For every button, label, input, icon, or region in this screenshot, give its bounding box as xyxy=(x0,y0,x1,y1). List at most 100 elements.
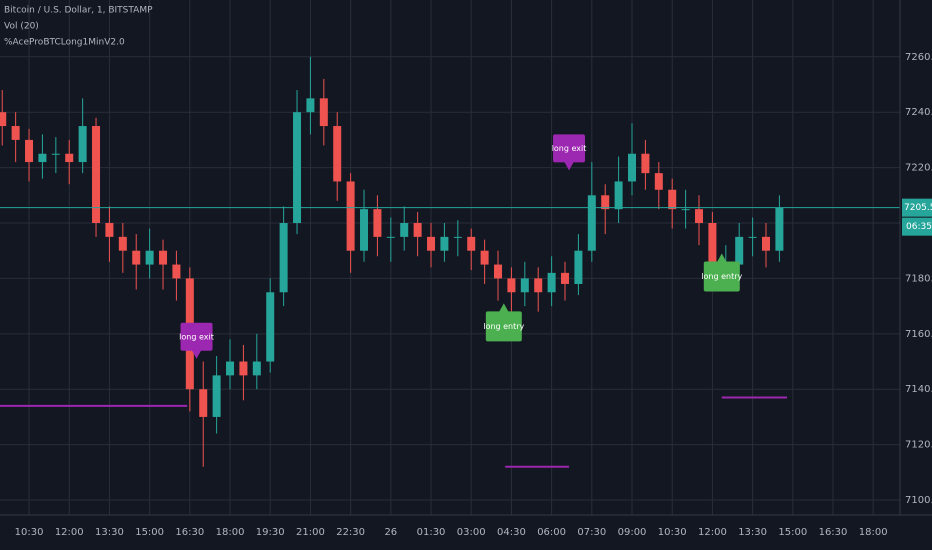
candle-body xyxy=(748,236,757,238)
x-tick-label: 16:30 xyxy=(819,527,848,538)
x-tick-label: 21:00 xyxy=(296,527,325,538)
candle-body xyxy=(641,153,650,174)
candle-body xyxy=(226,361,235,376)
x-tick-label: 07:30 xyxy=(577,527,606,538)
candle-body xyxy=(708,223,717,279)
candle-body xyxy=(132,250,141,265)
countdown-badge xyxy=(902,217,932,236)
candle-body xyxy=(386,236,395,238)
signal-box xyxy=(553,134,586,163)
candle-body xyxy=(480,250,489,265)
x-tick-label: 15:00 xyxy=(135,527,164,538)
candle-body xyxy=(762,236,771,251)
candle-body xyxy=(775,207,784,251)
candle-body xyxy=(494,264,503,279)
signal-pointer xyxy=(498,303,509,313)
signal-label: long entry xyxy=(483,322,524,331)
x-tick-label: 15:00 xyxy=(778,527,807,538)
candle-body xyxy=(520,278,529,293)
indicator-label: Vol (20) xyxy=(4,22,39,32)
y-tick-label: 7120.00 xyxy=(905,440,932,451)
x-tick-label: 19:30 xyxy=(256,527,285,538)
signal-label: long exit xyxy=(552,144,587,153)
candle-body xyxy=(239,361,248,376)
candle-body xyxy=(25,139,34,163)
candle-body xyxy=(333,126,342,182)
x-tick-label: 09:00 xyxy=(618,527,647,538)
candle-body xyxy=(38,153,47,163)
candle-body xyxy=(51,153,60,155)
signal-label: long entry xyxy=(701,272,742,281)
candle-body xyxy=(118,236,127,251)
candle-body xyxy=(453,236,462,238)
y-tick-label: 7220.00 xyxy=(905,163,932,174)
candle-body xyxy=(346,181,355,251)
candle-body xyxy=(266,292,275,362)
x-tick-label: 10:30 xyxy=(658,527,687,538)
candle-body xyxy=(212,375,221,417)
candle-body xyxy=(628,153,637,182)
candle-body xyxy=(145,250,154,265)
chart-title: Bitcoin / U.S. Dollar, 1, BITSTAMP xyxy=(4,6,153,16)
candle-body xyxy=(252,361,261,376)
y-tick-label: 7140.00 xyxy=(905,384,932,395)
signal-box xyxy=(180,322,213,351)
x-tick-label: 18:00 xyxy=(859,527,888,538)
x-tick-label: 01:30 xyxy=(417,527,446,538)
candle-body xyxy=(654,173,663,190)
y-tick-label: 7160.00 xyxy=(905,329,932,340)
candle-body xyxy=(413,223,422,237)
candle-body xyxy=(360,209,369,251)
candle-body xyxy=(695,209,704,224)
candle-body xyxy=(601,195,610,210)
candle-body xyxy=(574,250,583,284)
x-tick-label: 03:00 xyxy=(457,527,486,538)
candle-body xyxy=(306,98,315,113)
last-price-badge xyxy=(902,198,932,217)
candle-body xyxy=(105,223,114,237)
candle-body xyxy=(78,126,87,163)
y-tick-label: 7240.00 xyxy=(905,107,932,118)
x-tick-label: 13:30 xyxy=(738,527,767,538)
x-tick-label: 06:00 xyxy=(537,527,566,538)
candle-body xyxy=(681,209,690,211)
candle-body xyxy=(199,389,208,417)
candle-body xyxy=(92,126,101,224)
candle-body xyxy=(319,98,328,127)
signal-pointer xyxy=(564,161,575,171)
candle-body xyxy=(293,112,302,224)
signal-marker: long exit xyxy=(552,134,587,171)
signal-box xyxy=(485,311,522,342)
candle-body xyxy=(373,209,382,237)
signal-marker: long entry xyxy=(701,253,743,292)
x-tick-label: 10:30 xyxy=(15,527,44,538)
candle-body xyxy=(467,236,476,251)
candle-body xyxy=(735,236,744,265)
x-tick-label: 04:30 xyxy=(497,527,526,538)
signal-label: long exit xyxy=(179,332,214,341)
candle-body xyxy=(427,236,436,251)
y-tick-label: 7100.00 xyxy=(905,495,932,506)
candle-body xyxy=(172,264,181,279)
countdown-label: 06:35 xyxy=(906,222,932,232)
x-tick-label: 13:30 xyxy=(95,527,124,538)
indicator-label: %AceProBTCLong1MinV2.0 xyxy=(4,38,125,48)
last-price-label: 7205.54 xyxy=(904,203,932,213)
candle-body xyxy=(561,272,570,284)
candle-body xyxy=(668,189,677,210)
signal-pointer xyxy=(716,253,727,263)
x-tick-label: 12:00 xyxy=(698,527,727,538)
x-tick-label: 18:00 xyxy=(216,527,245,538)
signal-marker: long entry xyxy=(483,303,525,342)
candle-body xyxy=(507,278,516,293)
x-tick-label: 22:30 xyxy=(336,527,365,538)
x-tick-label: 26 xyxy=(384,527,397,538)
x-tick-label: 12:00 xyxy=(55,527,84,538)
candle-body xyxy=(587,195,596,251)
x-tick-label: 16:30 xyxy=(175,527,204,538)
plot: long exit long entry long exit long entry xyxy=(0,56,900,468)
candle-body xyxy=(279,223,288,293)
candle-body xyxy=(400,223,409,237)
